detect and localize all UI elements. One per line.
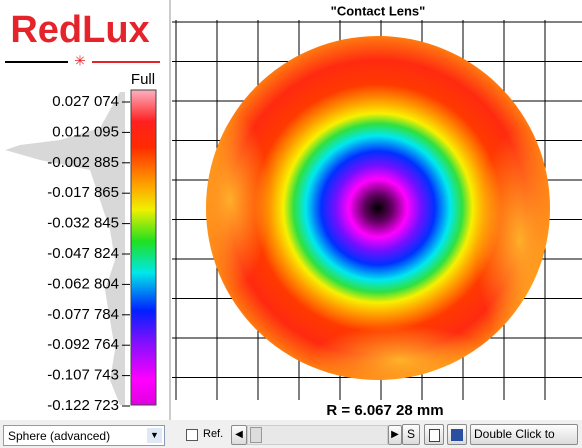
radius-label: R = 6.067 28 mm xyxy=(326,402,443,419)
toolbar: Sphere (advanced) ▼ Ref. ◀ ▶ S Double Cl… xyxy=(0,420,582,448)
radius-bg xyxy=(300,401,470,419)
plot-title: "Contact Lens" xyxy=(331,3,426,18)
mode-text: Sphere (advanced) xyxy=(8,429,111,443)
copy-icon xyxy=(428,429,440,442)
scroll-right[interactable]: ▶ xyxy=(388,425,402,445)
color-bar xyxy=(130,89,157,406)
dropdown-arrow: ▼ xyxy=(147,428,162,443)
scroll-thumb[interactable] xyxy=(250,427,262,443)
scroll-left[interactable]: ◀ xyxy=(231,425,247,445)
save-icon xyxy=(451,429,463,441)
patch xyxy=(206,110,270,290)
mode-dropdown[interactable]: Sphere (advanced) ▼ xyxy=(3,425,165,446)
scale-label: -0.122 723 xyxy=(47,397,119,414)
ref-checkbox[interactable] xyxy=(186,429,198,441)
scale-label: 0.027 074 xyxy=(52,93,119,110)
ref-label: Ref. xyxy=(203,428,224,440)
scale-labels: 0.027 074 0.012 095 -0.002 885 -0.017 865 -0… xyxy=(47,93,130,414)
scale-label: -0.002 885 xyxy=(47,154,119,171)
scale-label: -0.107 743 xyxy=(47,367,119,384)
scale-label: -0.077 784 xyxy=(47,306,119,323)
scale-label: -0.047 824 xyxy=(47,245,119,262)
action-button[interactable]: Double Click to xyxy=(470,424,578,445)
scale-label: -0.062 804 xyxy=(47,275,119,292)
scale-label: -0.092 764 xyxy=(47,336,119,353)
patch xyxy=(475,130,550,350)
scale-label: -0.017 865 xyxy=(47,184,119,201)
logo-star: ✳ xyxy=(74,53,86,69)
scale-label: -0.032 845 xyxy=(47,215,119,232)
s-button[interactable]: S xyxy=(402,424,420,445)
scale-label: 0.012 095 xyxy=(52,123,119,140)
logo: RedLux xyxy=(10,9,149,51)
main-view: RedLux ✳ Full 0.027 074 0.012 095 -0.002 8… xyxy=(5,0,582,420)
scale-title: Full xyxy=(131,71,155,88)
lens-map xyxy=(206,36,550,380)
save-button[interactable] xyxy=(447,424,467,445)
copy-button[interactable] xyxy=(424,424,444,445)
histogram xyxy=(5,92,125,405)
scroll-track[interactable] xyxy=(247,425,388,445)
